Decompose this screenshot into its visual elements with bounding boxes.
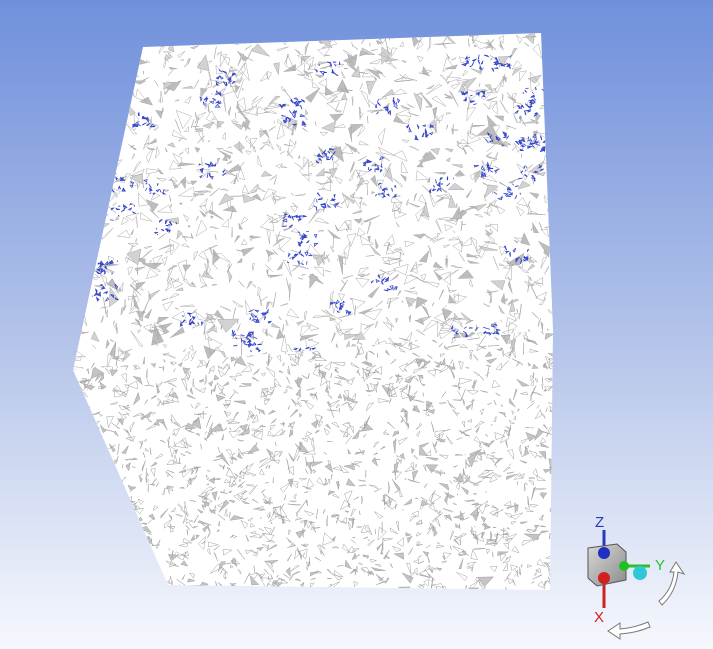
mesh-element	[439, 184, 443, 185]
mesh-element	[384, 191, 385, 193]
mesh-element	[176, 222, 177, 224]
mesh-element	[110, 220, 114, 221]
mesh-element	[333, 62, 337, 63]
mesh-element	[377, 166, 378, 167]
mesh-element	[232, 335, 233, 336]
mesh-element	[265, 316, 266, 320]
mesh-element	[98, 263, 101, 264]
mesh-element	[525, 113, 526, 115]
mesh-element	[324, 72, 327, 73]
y-ball	[619, 561, 629, 571]
mesh-element	[249, 332, 254, 333]
mesh-element	[460, 361, 461, 362]
mesh-element	[331, 64, 332, 68]
x-label: X	[594, 609, 604, 626]
mesh-element	[489, 329, 490, 330]
viewport: Z Y X	[0, 0, 713, 649]
mesh-element	[317, 199, 318, 202]
y-label: Y	[655, 557, 665, 574]
mesh-element	[123, 206, 126, 207]
x-ball	[598, 572, 610, 584]
mesh-element	[394, 287, 395, 290]
z-ball	[598, 547, 610, 559]
mesh-element	[525, 171, 526, 172]
iso-ball	[633, 566, 647, 580]
mesh-body	[73, 33, 553, 590]
mesh-element	[229, 78, 230, 82]
mesh-element	[288, 262, 289, 263]
mesh-element	[469, 328, 473, 329]
mesh-element	[296, 484, 297, 485]
mesh-element	[112, 273, 113, 274]
mesh-element	[154, 194, 155, 195]
mesh-element	[333, 157, 334, 161]
mesh-element	[482, 172, 483, 173]
mesh-element	[134, 205, 135, 206]
mesh-element	[342, 305, 344, 306]
z-label: Z	[595, 514, 604, 531]
mesh-element	[100, 285, 103, 286]
mesh-element	[530, 141, 531, 144]
mesh-element	[522, 138, 525, 139]
mesh-element	[111, 295, 112, 296]
mesh-element	[198, 414, 207, 415]
